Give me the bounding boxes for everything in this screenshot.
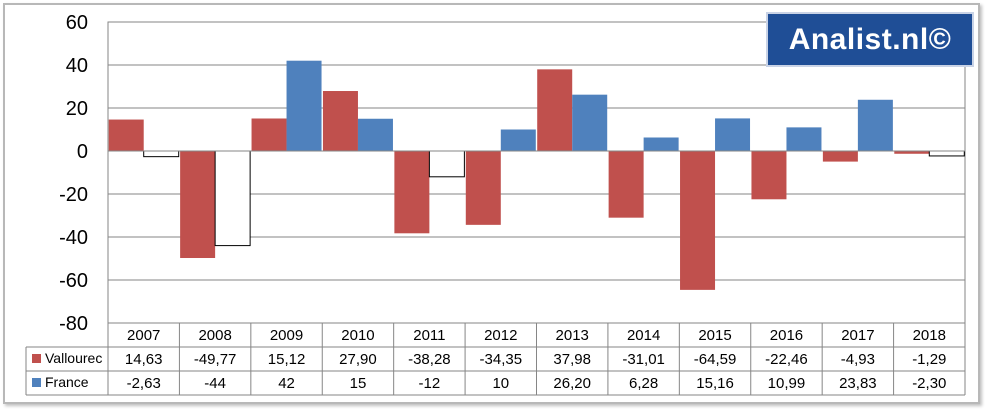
bar-vallourec-2011 [394,151,430,234]
data-label: -2,63 [127,375,161,392]
y-tick-label: 60 [66,12,88,34]
x-tick-label: 2008 [198,327,231,344]
bar-france-2007 [143,150,180,158]
y-tick-label: -40 [59,227,88,249]
data-label: 15,12 [268,351,306,368]
data-label: 42 [278,375,295,392]
y-tick-label: -80 [59,313,88,335]
analist-logo: Analist.nl© [766,12,974,67]
data-label: -4,93 [841,351,875,368]
bar-france-2010 [357,118,393,151]
bar-france-2017 [857,99,893,151]
bar-france-2018 [928,150,965,157]
x-tick-label: 2007 [127,327,160,344]
x-tick-label: 2013 [556,327,589,344]
data-label: -64,59 [694,351,737,368]
bar-france-2016 [786,127,822,151]
bar-vallourec-2014 [608,151,644,218]
data-label: 26,20 [553,375,591,392]
bar-france-2015 [715,118,751,151]
data-label: 27,90 [339,351,377,368]
legend-label-vallourec: Vallourec [45,350,102,366]
data-label: -38,28 [408,351,451,368]
bar-vallourec-2018 [894,151,930,154]
data-label: -12 [419,375,441,392]
data-label: -34,35 [480,351,523,368]
bar-france-2012 [500,129,536,151]
x-tick-label: 2011 [413,327,445,344]
data-label: 15,16 [696,375,734,392]
y-tick-label: -60 [59,270,88,292]
legend-swatch-france [32,378,41,387]
bar-vallourec-2013 [537,69,573,151]
y-tick-label: 20 [66,98,88,120]
y-tick-label: -20 [59,184,88,206]
data-label: -31,01 [622,351,665,368]
bar-france-2009 [286,60,322,152]
data-label: 10 [492,375,509,392]
bar-vallourec-2016 [751,151,787,200]
y-tick-label: 40 [66,55,88,77]
bar-france-2014 [643,137,679,151]
bar-france-2011 [428,150,465,178]
data-label: -1,29 [912,351,946,368]
data-label: 37,98 [553,351,591,368]
legend-swatch-vallourec [32,354,41,363]
x-tick-label: 2017 [841,327,874,344]
bar-vallourec-2007 [108,119,144,151]
bar-vallourec-2015 [680,151,716,290]
data-label: 15 [350,375,367,392]
data-label: -22,46 [765,351,808,368]
x-tick-label: 2015 [698,327,731,344]
bar-france-2008 [214,150,251,247]
data-label: -44 [204,375,226,392]
x-tick-label: 2010 [341,327,374,344]
x-tick-label: 2016 [770,327,803,344]
bar-vallourec-2017 [822,151,858,162]
bar-vallourec-2010 [322,91,358,151]
data-label: 6,28 [629,375,658,392]
plot-area [107,21,966,324]
bar-vallourec-2008 [180,151,216,259]
y-tick-label: 0 [77,141,88,163]
data-label: -49,77 [194,351,237,368]
x-tick-label: 2014 [627,327,660,344]
data-label: 10,99 [768,375,806,392]
legend-label-france: France [45,374,89,390]
data-label: -2,30 [912,375,946,392]
data-label: 23,83 [839,375,877,392]
x-tick-label: 2009 [270,327,303,344]
bar-vallourec-2012 [465,151,501,225]
x-tick-label: 2018 [913,327,946,344]
bar-france-2013 [572,94,608,151]
bar-vallourec-2009 [251,118,287,151]
data-label: 14,63 [125,351,163,368]
x-tick-label: 2012 [484,327,517,344]
